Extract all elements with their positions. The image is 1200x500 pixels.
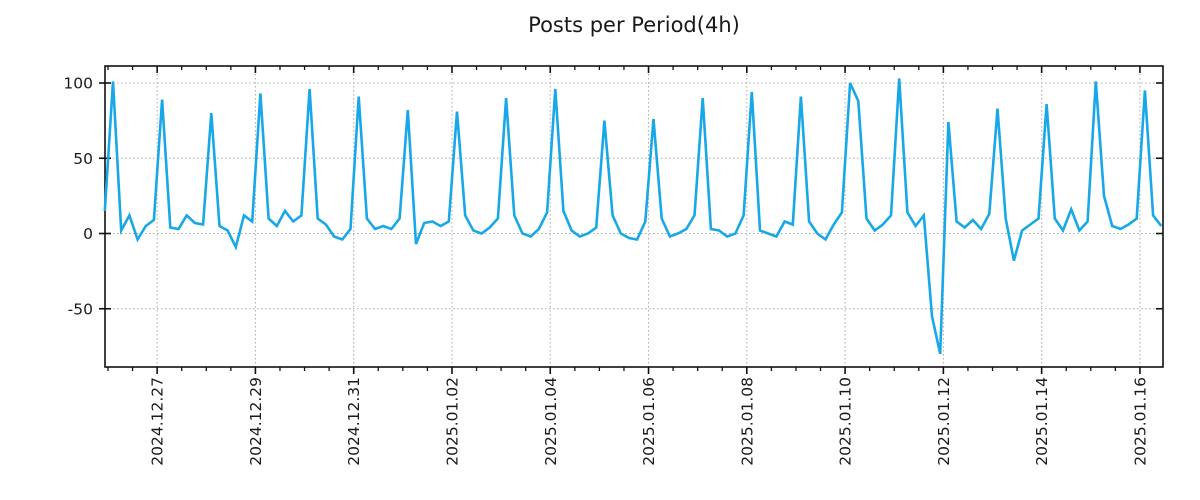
x-tick-label: 2025.01.10 — [837, 377, 855, 466]
chart-title: Posts per Period(4h) — [528, 13, 740, 37]
x-tick-label: 2025.01.02 — [443, 377, 461, 466]
y-tick-label: 0 — [83, 225, 93, 243]
x-tick-label: 2025.01.16 — [1131, 377, 1149, 466]
y-tick-label: 100 — [63, 75, 93, 93]
x-tick-label: 2025.01.08 — [738, 377, 756, 466]
x-tick-label: 2025.01.12 — [935, 377, 953, 466]
plot-frame — [104, 65, 1164, 368]
x-tick-label: 2024.12.31 — [345, 377, 363, 466]
x-tick-label: 2025.01.14 — [1033, 377, 1051, 466]
x-tick-label: 2025.01.04 — [542, 377, 560, 466]
y-tick-label: -50 — [68, 300, 93, 318]
x-tick-label: 2024.12.29 — [247, 377, 265, 466]
y-tick-label: 50 — [73, 150, 93, 168]
x-tick-label: 2024.12.27 — [149, 377, 167, 466]
x-tick-label: 2025.01.06 — [640, 377, 658, 466]
series-line-posts-per-4h — [103, 78, 1163, 355]
